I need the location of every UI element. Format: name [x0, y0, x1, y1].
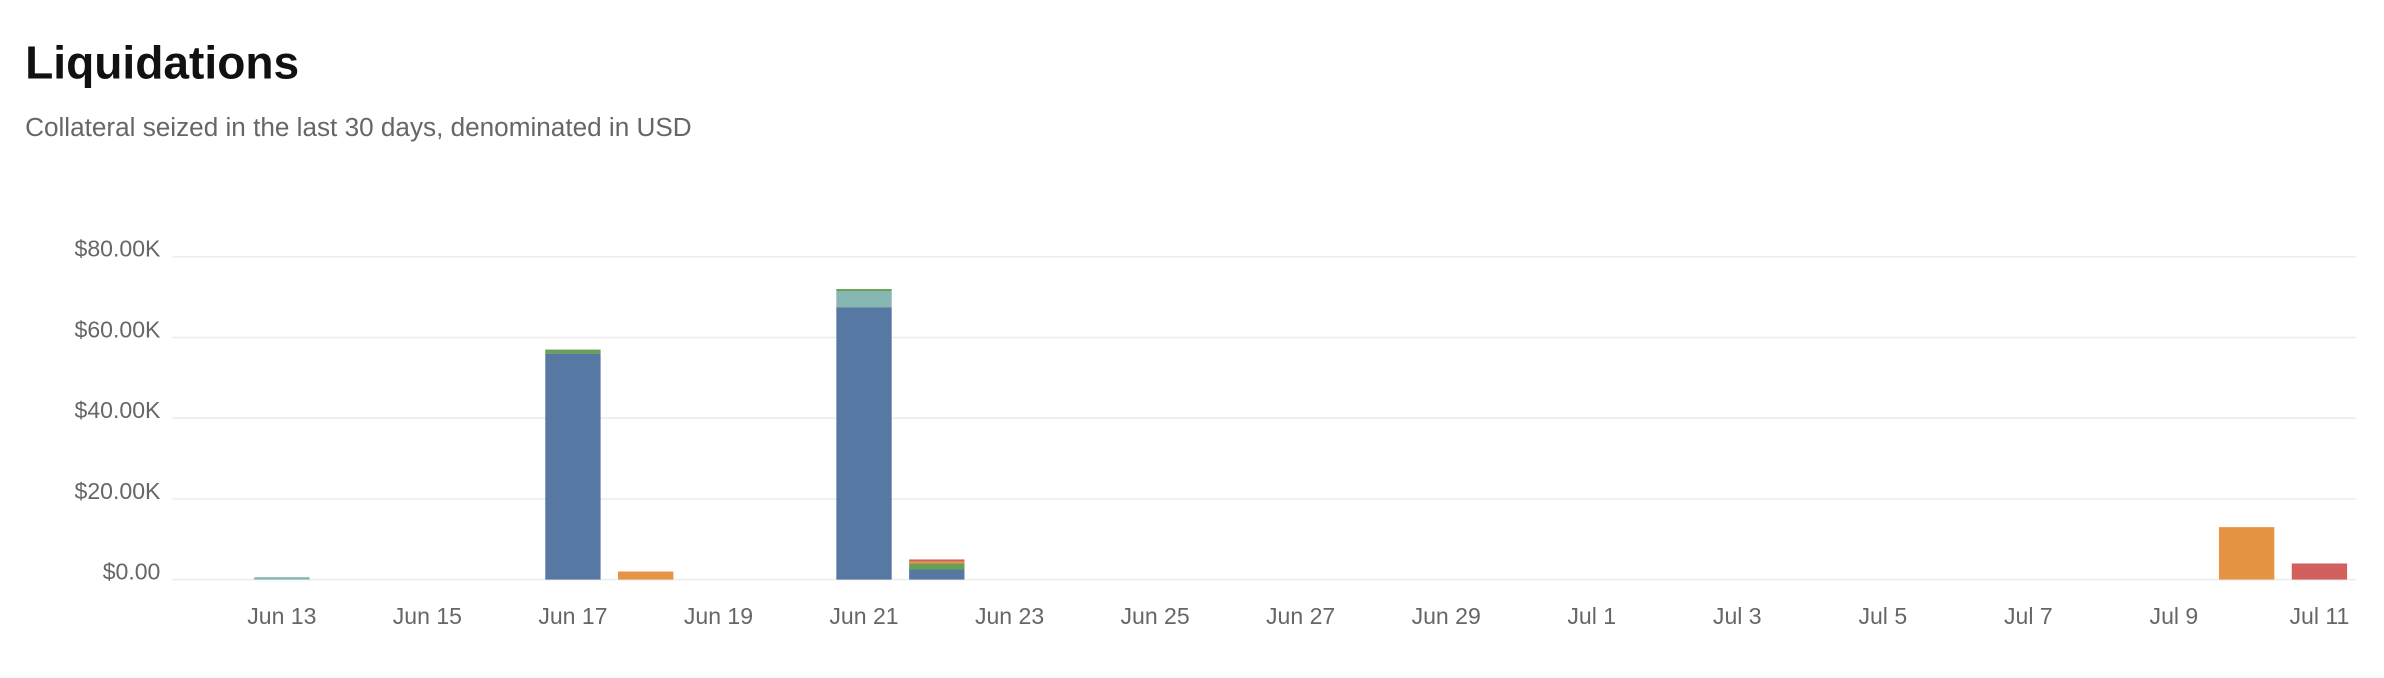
y-tick-label: $60.00K [75, 316, 161, 342]
x-tick-label: Jul 1 [1567, 603, 1616, 629]
x-tick-label: Jun 23 [975, 603, 1044, 629]
x-tick-label: Jun 29 [1412, 603, 1481, 629]
x-tick-label: Jun 13 [247, 603, 316, 629]
x-tick-label: Jun 19 [684, 603, 753, 629]
y-tick-label: $80.00K [75, 236, 161, 262]
y-tick-label: $20.00K [75, 478, 161, 504]
x-tick-label: Jul 3 [1713, 603, 1762, 629]
bar-segment [836, 291, 892, 308]
bar-segment [909, 559, 965, 562]
x-tick-label: Jun 17 [538, 603, 607, 629]
bar-segment [836, 307, 892, 580]
x-tick-label: Jun 21 [829, 603, 898, 629]
x-tick-label: Jun 27 [1266, 603, 1335, 629]
bar-segment [545, 349, 601, 354]
chart-subtitle: Collateral seized in the last 30 days, d… [25, 112, 692, 142]
bar-segment [618, 571, 674, 580]
bar-segment [545, 353, 601, 580]
bar-segment [909, 561, 965, 564]
y-tick-label: $40.00K [75, 397, 161, 423]
bar-segment [836, 289, 892, 292]
bar-segment [254, 577, 310, 580]
x-tick-label: Jul 11 [2290, 603, 2350, 629]
x-tick-label: Jun 15 [393, 603, 462, 629]
x-tick-label: Jul 5 [1858, 603, 1907, 629]
bar-segment [2291, 563, 2348, 580]
x-tick-label: Jun 25 [1121, 603, 1190, 629]
bar-segment [909, 569, 965, 580]
y-tick-label: $0.00 [103, 559, 161, 585]
x-tick-label: Jul 7 [2004, 603, 2053, 629]
bar-segment [2218, 527, 2275, 580]
chart-title: Liquidations [25, 36, 299, 88]
bar-segment [909, 563, 965, 570]
x-tick-label: Jul 9 [2150, 603, 2199, 629]
